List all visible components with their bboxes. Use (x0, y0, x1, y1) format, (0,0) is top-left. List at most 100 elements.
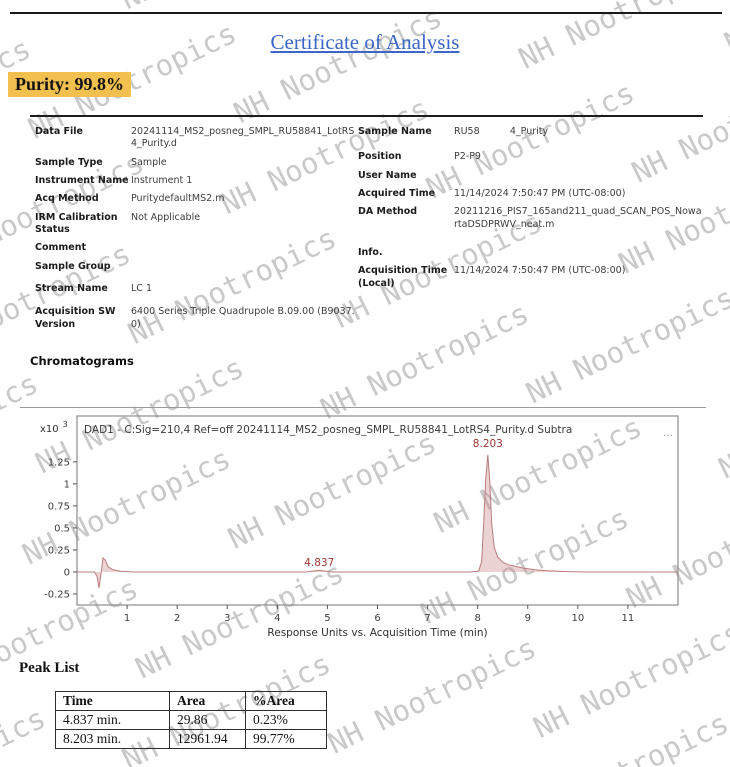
info-row-left-3: Acq Method PuritydefaultMS2.m (35, 193, 357, 205)
peak-table-cell: 12961.94 (169, 729, 246, 749)
chart-title: DAD1 - C:Sig=210,4 Ref=off 20241114_MS2_… (84, 424, 572, 436)
info-label: Sample Name (358, 126, 432, 137)
info-value (454, 170, 705, 182)
peak-label: 4.837 (304, 557, 334, 569)
info-value: P2-P9 (454, 151, 481, 163)
info-row-left-8: Acquisition SW Version 6400 Series Triple… (35, 306, 357, 331)
info-value: Sample (131, 156, 167, 168)
chart-divider (20, 407, 706, 408)
info-value: RU58 4_Purity (454, 126, 549, 137)
info-value: 11/14/2024 7:50:47 PM (UTC-08:00) (454, 265, 626, 277)
info-value: PuritydefaultMS2.m (131, 193, 225, 205)
info-value: 20241114_MS2_posneg_SMPL_RU58841_LotRS4_… (131, 126, 355, 150)
info-label: Comment (35, 242, 87, 254)
info-row-right-3: Acquired Time 11/14/2024 7:50:47 PM (UTC-… (358, 188, 705, 200)
info-label: Acquisition Time (Local) (358, 265, 448, 289)
x-tick-label: 7 (424, 613, 430, 624)
peak-table-cell: 4.837 min. (55, 710, 170, 730)
peak-table-header-cell: Area (169, 691, 246, 711)
y-tick-label: -0.25 (44, 589, 70, 600)
info-value: Instrument 1 (131, 175, 193, 187)
info-column-left: Data File 20241114_MS2_posneg_SMPL_RU5884… (35, 126, 357, 337)
trace-line (77, 454, 678, 588)
y-scale-label: x10 3 (40, 420, 68, 435)
peak-table-cell: 0.23% (245, 710, 327, 730)
y-tick-label: 1 (64, 479, 70, 490)
info-label: Info. (358, 247, 383, 259)
x-tick-label: 9 (525, 613, 531, 624)
info-row-right-0: Sample Name RU58 4_Purity (358, 126, 705, 138)
chromatograms-heading: Chromatograms (30, 354, 134, 368)
peak-list-heading: Peak List (19, 660, 80, 676)
info-label: Stream Name (35, 283, 108, 295)
info-row-left-4: IRM Calibration Status Not Applicable (35, 212, 357, 237)
info-label: Acquired Time (358, 188, 436, 200)
info-label: DA Method (358, 206, 418, 218)
info-column-right: Sample Name RU58 4_Purity Position P2-P9 Use… (358, 126, 705, 296)
x-tick-label: 5 (324, 613, 330, 624)
info-row-right-2: User Name (358, 170, 705, 182)
top-divider (10, 12, 722, 14)
info-value (454, 247, 705, 259)
peak-table-row: 4.837 min. 29.86 0.23% (55, 710, 327, 730)
info-value: 11/14/2024 7:50:47 PM (UTC-08:00) (454, 188, 626, 200)
x-axis-title: Response Units vs. Acquisition Time (min… (267, 627, 487, 639)
x-tick-label: 3 (224, 613, 230, 624)
info-value: LC 1 (131, 283, 152, 295)
plot-frame (76, 415, 679, 606)
x-tick-label: 2 (174, 613, 180, 624)
x-tick-label: 8 (474, 613, 480, 624)
info-value: Not Applicable (131, 211, 201, 223)
info-label: Sample Group (35, 260, 111, 272)
x-tick-label: 11 (622, 613, 635, 624)
info-label: Position (358, 151, 402, 163)
info-value: 6400 Series Triple Quadrupole B.09.00 (B… (131, 306, 355, 330)
chromatogram-plot: x10 3 DAD1 - C:Sig=210,4 Ref=off 20241114_… (40, 415, 679, 639)
y-tick-label: 0.75 (48, 501, 70, 512)
info-row-right-4: DA Method 20211216_PIS7_165and211_quad_SC… (358, 206, 705, 231)
x-tick-label: 10 (571, 613, 584, 624)
peak-table-header-row: Time Area %Area (55, 691, 327, 711)
info-label: Acq Method (35, 193, 99, 205)
peak-table-row: 8.203 min. 12961.94 99.77% (55, 729, 327, 749)
info-row-left-6: Sample Group (35, 261, 357, 273)
info-label: User Name (358, 169, 417, 181)
peak-table-cell: 8.203 min. (55, 729, 170, 749)
info-row-left-1: Sample Type Sample (35, 157, 357, 169)
peak-table-header-cell: Time (55, 691, 170, 711)
info-label: Instrument Name (35, 175, 129, 187)
peak-table: Time Area %Area 4.837 min. 29.86 0.23% 8.203 … (55, 691, 327, 749)
x-tick-label: 1 (124, 613, 130, 624)
peak-table-cell: 29.86 (169, 710, 246, 730)
info-row-right-6: Acquisition Time (Local) 11/14/2024 7:50:… (358, 265, 705, 290)
info-value: 20211216_PIS7_165and211_quad_SCAN_POS_No… (454, 206, 702, 230)
peak-table-header-cell: %Area (245, 691, 327, 711)
info-row-left-0: Data File 20241114_MS2_posneg_SMPL_RU5884… (35, 126, 357, 151)
peak-table-head: Time Area %Area (55, 691, 327, 711)
info-label: Sample Type (35, 156, 103, 168)
purity-badge: Purity: 99.8% (8, 72, 131, 97)
info-label: IRM Calibration Status (35, 211, 118, 236)
info-value (131, 242, 357, 254)
peak-table-cell: 99.77% (245, 729, 327, 749)
trace-fill (77, 454, 678, 588)
info-row-left-5: Comment (35, 242, 357, 254)
info-value (131, 261, 357, 273)
peak-label: 8.203 (473, 438, 503, 450)
overflow-dots-icon[interactable]: ... (663, 428, 673, 439)
y-tick-label: 0 (64, 567, 70, 578)
y-tick-label: 1.25 (48, 457, 70, 468)
info-row-right-1: Position P2-P9 (358, 151, 705, 163)
y-tick-label: 0.25 (48, 545, 70, 556)
peak-table-body: 4.837 min. 29.86 0.23% 8.203 min. 12961.94 99… (55, 710, 327, 749)
x-tick-label: 6 (374, 613, 380, 624)
info-label: Data File (35, 126, 84, 137)
y-tick-label: 0.5 (54, 523, 70, 534)
info-label: Acquisition SW Version (35, 306, 116, 330)
info-row-right-5: Info. (358, 247, 705, 259)
page-title: Certificate of Analysis (270, 30, 460, 54)
x-tick-label: 4 (274, 613, 280, 624)
info-row-left-7: Stream Name LC 1 (35, 283, 357, 295)
